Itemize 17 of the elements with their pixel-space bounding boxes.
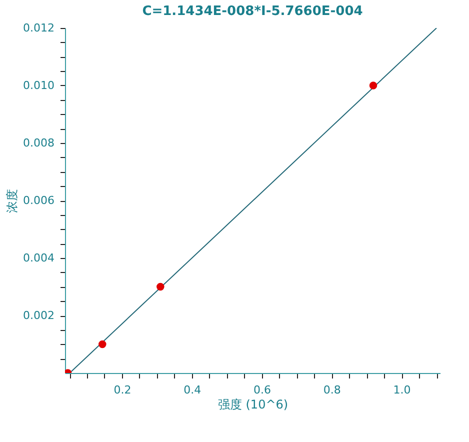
chart-title: C=1.1434E-008*I-5.7660E-004 bbox=[142, 4, 363, 19]
point bbox=[156, 282, 164, 291]
y-tick-label: 0.008 bbox=[23, 136, 54, 150]
x-tick-label: 1.0 bbox=[393, 384, 411, 396]
y-tick-label: 0.010 bbox=[23, 79, 54, 92]
point bbox=[369, 82, 378, 90]
x-tick-label: 0.4 bbox=[184, 384, 202, 396]
x-tick-label: 0.6 bbox=[254, 384, 272, 396]
x-tick-label: 0.2 bbox=[114, 384, 132, 396]
x-axis-title: 强度 (10^6) bbox=[218, 398, 288, 412]
point bbox=[98, 340, 106, 348]
y-tick-label: 0.012 bbox=[23, 22, 54, 34]
x-tick-label: 0.8 bbox=[323, 384, 341, 396]
y-tick-label: 0.006 bbox=[23, 194, 54, 207]
y-axis-title: 浓度 bbox=[5, 189, 20, 213]
y-tick-label: 0.004 bbox=[23, 252, 54, 264]
y-tick-label: 0.002 bbox=[23, 309, 54, 322]
